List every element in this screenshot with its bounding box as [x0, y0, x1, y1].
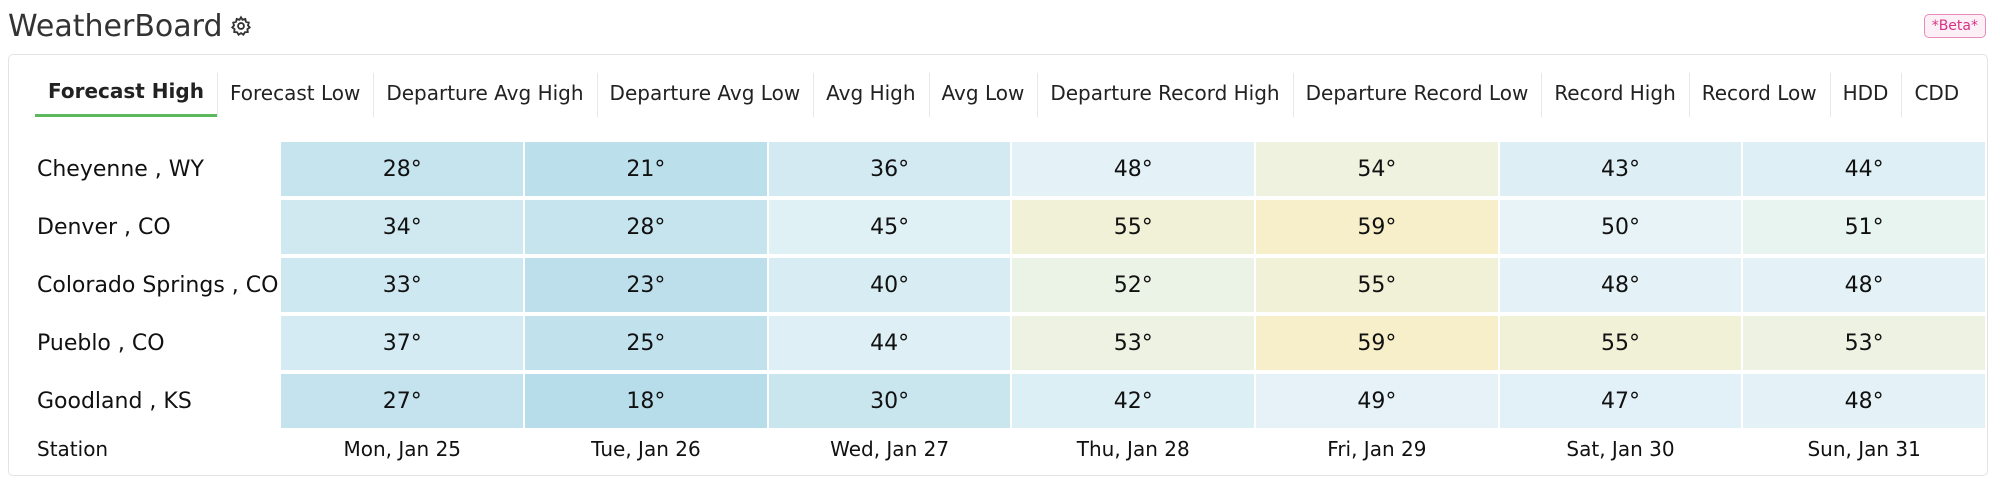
- day-column-header: Mon, Jan 25: [343, 437, 462, 461]
- day-column-header: Tue, Jan 26: [591, 437, 701, 461]
- temperature-cell: 52°: [1012, 258, 1255, 312]
- tab-hdd[interactable]: HDD: [1829, 69, 1902, 117]
- table-row: Denver , CO 34° 28° 45° 55° 59° 50° 51°: [35, 200, 1985, 254]
- temperature-cell: 44°: [768, 316, 1011, 370]
- temperature-cell: 59°: [1256, 316, 1498, 370]
- temperature-cell: 43°: [1499, 142, 1742, 196]
- temperature-cell: 55°: [1499, 316, 1742, 370]
- temperature-cell: 50°: [1499, 200, 1742, 254]
- tab-departure-avg-high[interactable]: Departure Avg High: [373, 69, 596, 117]
- app-title: WeatherBoard: [8, 8, 223, 44]
- temperature-cell: 27°: [281, 374, 524, 428]
- station-name: Goodland , KS: [37, 388, 192, 414]
- table-row: Pueblo , CO 37° 25° 44° 53° 59° 55° 53°: [35, 316, 1985, 370]
- tab-cdd[interactable]: CDD: [1901, 69, 1972, 117]
- station-name: Denver , CO: [37, 214, 171, 240]
- temperature-cell: 21°: [525, 142, 767, 196]
- temperature-cell: 51°: [1743, 200, 1985, 254]
- temperature-cell: 59°: [1256, 200, 1498, 254]
- temperature-cell: 48°: [1743, 374, 1985, 428]
- temperature-cell: 33°: [281, 258, 524, 312]
- table-row: Cheyenne , WY 28° 21° 36° 48° 54° 43° 44°: [35, 142, 1985, 196]
- temperature-cell: 34°: [281, 200, 524, 254]
- day-column-header: Sat, Jan 30: [1566, 437, 1675, 461]
- station-name: Colorado Springs , CO: [37, 272, 279, 298]
- temperature-cell: 28°: [525, 200, 767, 254]
- tab-departure-avg-low[interactable]: Departure Avg Low: [596, 69, 814, 117]
- temperature-cell: 45°: [768, 200, 1011, 254]
- table-footer-row: Station Mon, Jan 25 Tue, Jan 26 Wed, Jan 27…: [35, 432, 1985, 465]
- temperature-cell: 23°: [525, 258, 767, 312]
- temperature-cell: 30°: [768, 374, 1011, 428]
- forecast-table: Cheyenne , WY 28° 21° 36° 48° 54° 43° 44° Denver…: [33, 138, 1987, 469]
- temperature-cell: 53°: [1743, 316, 1985, 370]
- tab-departure-record-low[interactable]: Departure Record Low: [1292, 69, 1542, 117]
- temperature-cell: 37°: [281, 316, 524, 370]
- temperature-cell: 48°: [1012, 142, 1255, 196]
- day-column-header: Fri, Jan 29: [1327, 437, 1427, 461]
- station-name: Cheyenne , WY: [37, 156, 204, 182]
- temperature-cell: 36°: [768, 142, 1011, 196]
- day-column-header: Sun, Jan 31: [1807, 437, 1921, 461]
- tab-record-high[interactable]: Record High: [1541, 69, 1688, 117]
- station-column-header: Station: [37, 437, 109, 461]
- tab-bar: Forecast High Forecast Low Departure Avg H…: [35, 69, 1972, 117]
- temperature-cell: 47°: [1499, 374, 1742, 428]
- tab-avg-low[interactable]: Avg Low: [928, 69, 1038, 117]
- app-header: WeatherBoard: [8, 4, 252, 48]
- beta-badge: *Beta*: [1923, 14, 1986, 38]
- gear-icon[interactable]: [230, 15, 252, 37]
- tab-forecast-high[interactable]: Forecast High: [35, 69, 217, 117]
- temperature-cell: 25°: [525, 316, 767, 370]
- temperature-cell: 48°: [1743, 258, 1985, 312]
- temperature-cell: 48°: [1499, 258, 1742, 312]
- tab-avg-high[interactable]: Avg High: [813, 69, 928, 117]
- table-row: Goodland , KS 27° 18° 30° 42° 49° 47° 48°: [35, 374, 1985, 428]
- day-column-header: Thu, Jan 28: [1076, 437, 1190, 461]
- temperature-cell: 54°: [1256, 142, 1498, 196]
- tab-departure-record-high[interactable]: Departure Record High: [1037, 69, 1292, 117]
- temperature-cell: 44°: [1743, 142, 1985, 196]
- temperature-cell: 40°: [768, 258, 1011, 312]
- tab-record-low[interactable]: Record Low: [1688, 69, 1830, 117]
- day-column-header: Wed, Jan 27: [830, 437, 950, 461]
- temperature-cell: 42°: [1012, 374, 1255, 428]
- temperature-cell: 53°: [1012, 316, 1255, 370]
- temperature-cell: 18°: [525, 374, 767, 428]
- table-row: Colorado Springs , CO 33° 23° 40° 52° 55° 48° 4…: [35, 258, 1985, 312]
- temperature-cell: 55°: [1256, 258, 1498, 312]
- temperature-cell: 55°: [1012, 200, 1255, 254]
- temperature-cell: 28°: [281, 142, 524, 196]
- station-name: Pueblo , CO: [37, 330, 165, 356]
- tab-forecast-low[interactable]: Forecast Low: [216, 69, 373, 117]
- weather-card: Forecast High Forecast Low Departure Avg H…: [8, 54, 1988, 476]
- temperature-cell: 49°: [1256, 374, 1498, 428]
